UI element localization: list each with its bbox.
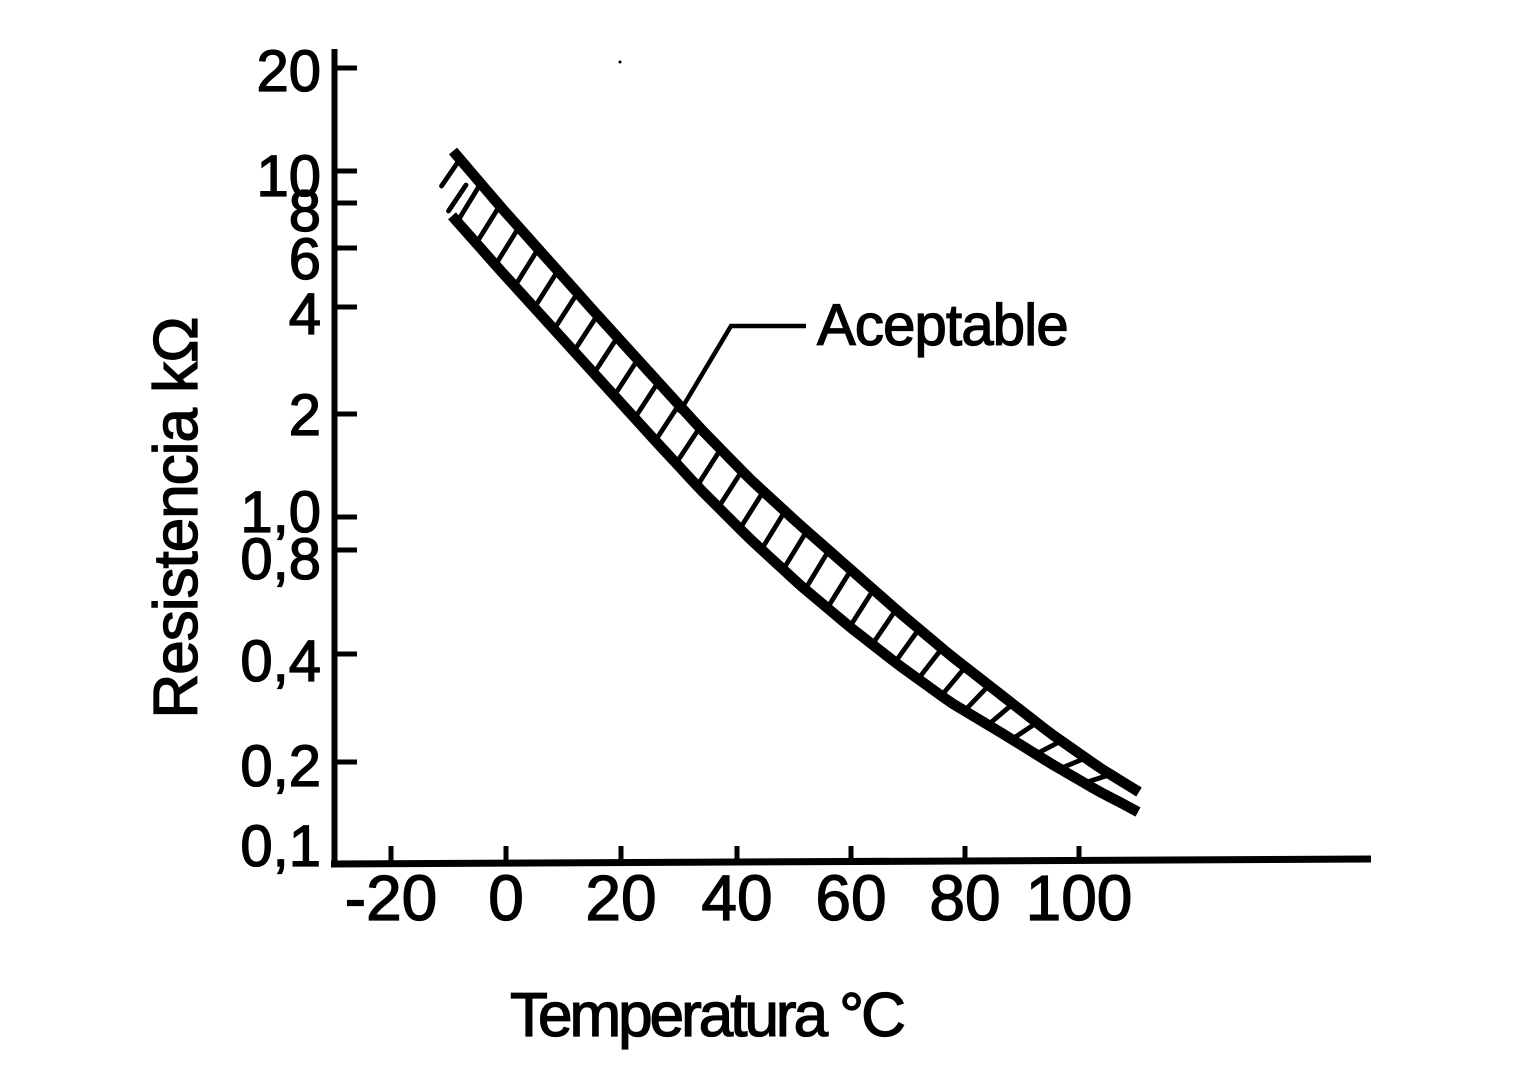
svg-text:8: 8 [289, 179, 321, 244]
svg-text:60: 60 [815, 862, 886, 934]
svg-text:10: 10 [256, 144, 321, 209]
svg-text:0: 0 [488, 862, 524, 934]
svg-text:40: 40 [701, 862, 772, 934]
svg-text:-20: -20 [345, 862, 438, 934]
svg-text:4: 4 [289, 282, 321, 347]
svg-text:2: 2 [289, 383, 321, 448]
svg-text:20: 20 [256, 39, 321, 104]
svg-text:0,2: 0,2 [240, 734, 321, 799]
svg-text:1,0: 1,0 [240, 480, 321, 545]
svg-text:0,1: 0,1 [240, 814, 321, 879]
svg-text:Resistencia kΩ: Resistencia kΩ [142, 317, 211, 718]
svg-text:0,4: 0,4 [240, 629, 321, 694]
svg-text:0,8: 0,8 [240, 527, 321, 592]
svg-text:Aceptable: Aceptable [817, 293, 1068, 358]
svg-text:Temperatura °C: Temperatura °C [510, 981, 904, 1050]
svg-text:6: 6 [289, 227, 321, 292]
svg-text:20: 20 [585, 862, 656, 934]
svg-text:80: 80 [929, 862, 1000, 934]
svg-text:100: 100 [1026, 862, 1133, 934]
